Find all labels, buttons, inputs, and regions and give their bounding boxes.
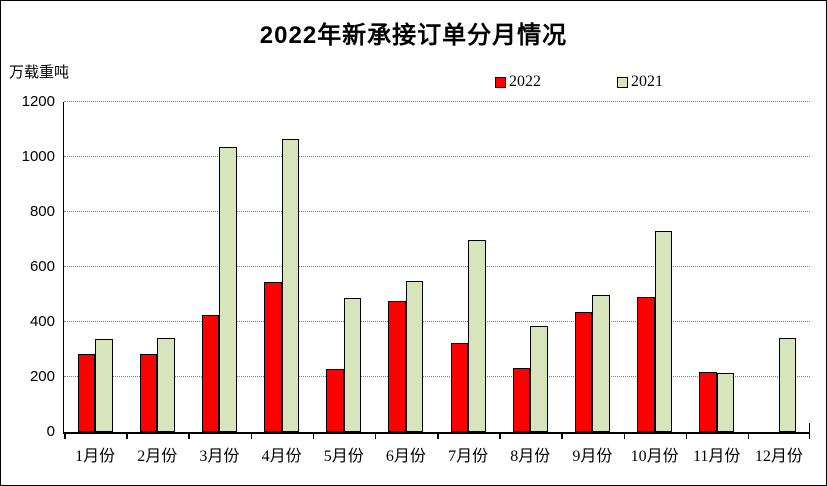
x-axis-tick-0 [64, 434, 66, 439]
bar-2022-2月份 [139, 354, 158, 432]
x-label-9月份: 9月份 [572, 448, 613, 465]
bar-2022-8月份 [512, 368, 531, 432]
x-axis-tick-5 [374, 434, 377, 439]
legend-swatch-icon-2022 [495, 76, 506, 88]
x-label-1月份: 1月份 [75, 448, 116, 465]
y-tick-label-200: 200 [29, 368, 55, 385]
legend-label-2022: 2022 [509, 73, 541, 90]
x-axis-tick-8 [561, 434, 563, 439]
gridline-1000 [64, 156, 810, 157]
x-axis-tick-12 [808, 434, 810, 439]
gridline-400 [64, 321, 810, 322]
gridline-1200 [64, 101, 810, 102]
x-label-8月份: 8月份 [510, 448, 551, 465]
x-label-12月份: 12月份 [754, 448, 803, 465]
bar-2022-1月份 [77, 354, 96, 432]
bar-2022-9月份 [574, 311, 593, 432]
y-tick-label-400: 400 [29, 313, 55, 330]
x-label-11月份: 11月份 [693, 448, 741, 465]
bar-2021-9月份 [592, 294, 610, 432]
bar-2021-3月份 [219, 147, 237, 432]
legend-item-2022: 2022 [495, 73, 541, 91]
plot-area: 1月份 2月份 3月份 4月份 5月份 6月份 7月份 8月份 9月份 10月份 11月份 12月份 [63, 101, 810, 465]
bar-2021-1月份 [95, 339, 113, 432]
bar-2022-7月份 [450, 342, 469, 432]
bar-2021-12月份 [778, 337, 797, 432]
x-label-6月份: 6月份 [385, 448, 426, 465]
x-axis-tick-3 [250, 434, 252, 439]
x-axis-tick-4 [312, 434, 315, 439]
bar-2022-11月份 [699, 371, 717, 432]
gridline-800 [64, 211, 810, 212]
bar-2022-5月份 [326, 368, 344, 432]
bar-2021-8月份 [530, 325, 548, 432]
x-label-4月份: 4月份 [261, 448, 302, 465]
axis-end-tick [808, 423, 810, 432]
x-axis-tick-2 [188, 434, 190, 439]
bar-2022-10月份 [637, 297, 655, 432]
x-label-5月份: 5月份 [323, 448, 364, 465]
bar-2021-2月份 [157, 337, 175, 432]
x-axis-tick-10 [685, 434, 688, 439]
y-tick-label-1200: 1200 [21, 93, 55, 110]
y-tick-label-0: 0 [46, 423, 55, 440]
legend-swatch-icon-2021 [617, 76, 628, 88]
bar-2021-4月份 [281, 139, 300, 432]
bar-2022-6月份 [388, 301, 406, 432]
bar-2021-11月份 [716, 372, 735, 432]
bar-2021-7月份 [468, 240, 486, 432]
legend-item-2021: 2021 [617, 73, 663, 91]
gridline-200 [64, 376, 810, 377]
y-tick-label-800: 800 [29, 203, 55, 220]
bar-2021-6月份 [405, 281, 424, 432]
x-axis-tick-11 [747, 434, 750, 439]
bar-2022-4月份 [264, 282, 282, 432]
y-tick-label-1000: 1000 [21, 148, 55, 165]
x-axis-tick-6 [437, 434, 439, 439]
x-label-7月份: 7月份 [448, 448, 489, 465]
x-label-10月份: 10月份 [630, 448, 679, 465]
x-axis-tick-9 [623, 434, 625, 439]
bar-2021-5月份 [343, 298, 362, 432]
legend-label-2021: 2021 [631, 73, 663, 90]
x-axis-tick-7 [499, 434, 501, 439]
bar-2021-10月份 [654, 231, 673, 432]
x-label-3月份: 3月份 [199, 448, 240, 465]
y-tick-label-600: 600 [29, 258, 55, 275]
x-label-2月份: 2月份 [137, 448, 178, 465]
chart-title: 2022年新承接订单分月情况 [259, 22, 568, 49]
y-axis-unit-label: 万载重吨 [9, 64, 70, 81]
gridline-600 [64, 266, 810, 267]
x-axis-tick-1 [126, 434, 128, 439]
legend: 2022 2021 [1, 73, 826, 93]
bar-2022-3月份 [201, 315, 220, 432]
